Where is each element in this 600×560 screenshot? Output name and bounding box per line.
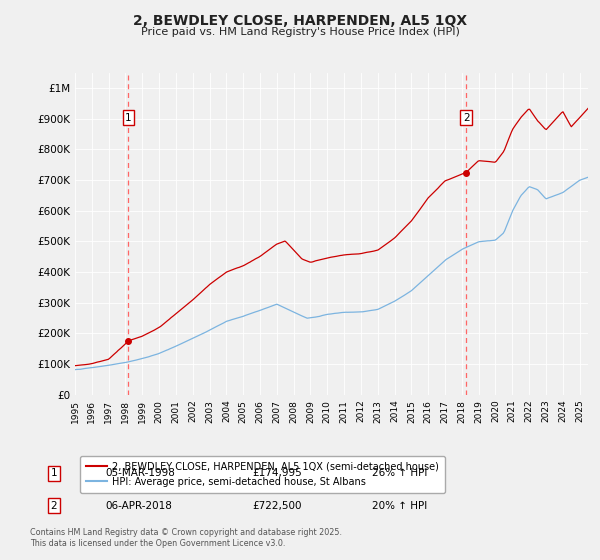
Text: £174,995: £174,995 [252, 468, 302, 478]
Text: £722,500: £722,500 [252, 501, 302, 511]
Text: 1: 1 [125, 113, 132, 123]
Text: 2: 2 [50, 501, 58, 511]
Legend: 2, BEWDLEY CLOSE, HARPENDEN, AL5 1QX (semi-detached house), HPI: Average price, : 2, BEWDLEY CLOSE, HARPENDEN, AL5 1QX (se… [80, 456, 445, 493]
Text: Contains HM Land Registry data © Crown copyright and database right 2025.
This d: Contains HM Land Registry data © Crown c… [30, 528, 342, 548]
Text: 06-APR-2018: 06-APR-2018 [105, 501, 172, 511]
Text: Price paid vs. HM Land Registry's House Price Index (HPI): Price paid vs. HM Land Registry's House … [140, 27, 460, 37]
Text: 20% ↑ HPI: 20% ↑ HPI [372, 501, 427, 511]
Text: 26% ↑ HPI: 26% ↑ HPI [372, 468, 427, 478]
Text: 2: 2 [463, 113, 470, 123]
Text: 2, BEWDLEY CLOSE, HARPENDEN, AL5 1QX: 2, BEWDLEY CLOSE, HARPENDEN, AL5 1QX [133, 14, 467, 28]
Text: 1: 1 [50, 468, 58, 478]
Text: 05-MAR-1998: 05-MAR-1998 [105, 468, 175, 478]
